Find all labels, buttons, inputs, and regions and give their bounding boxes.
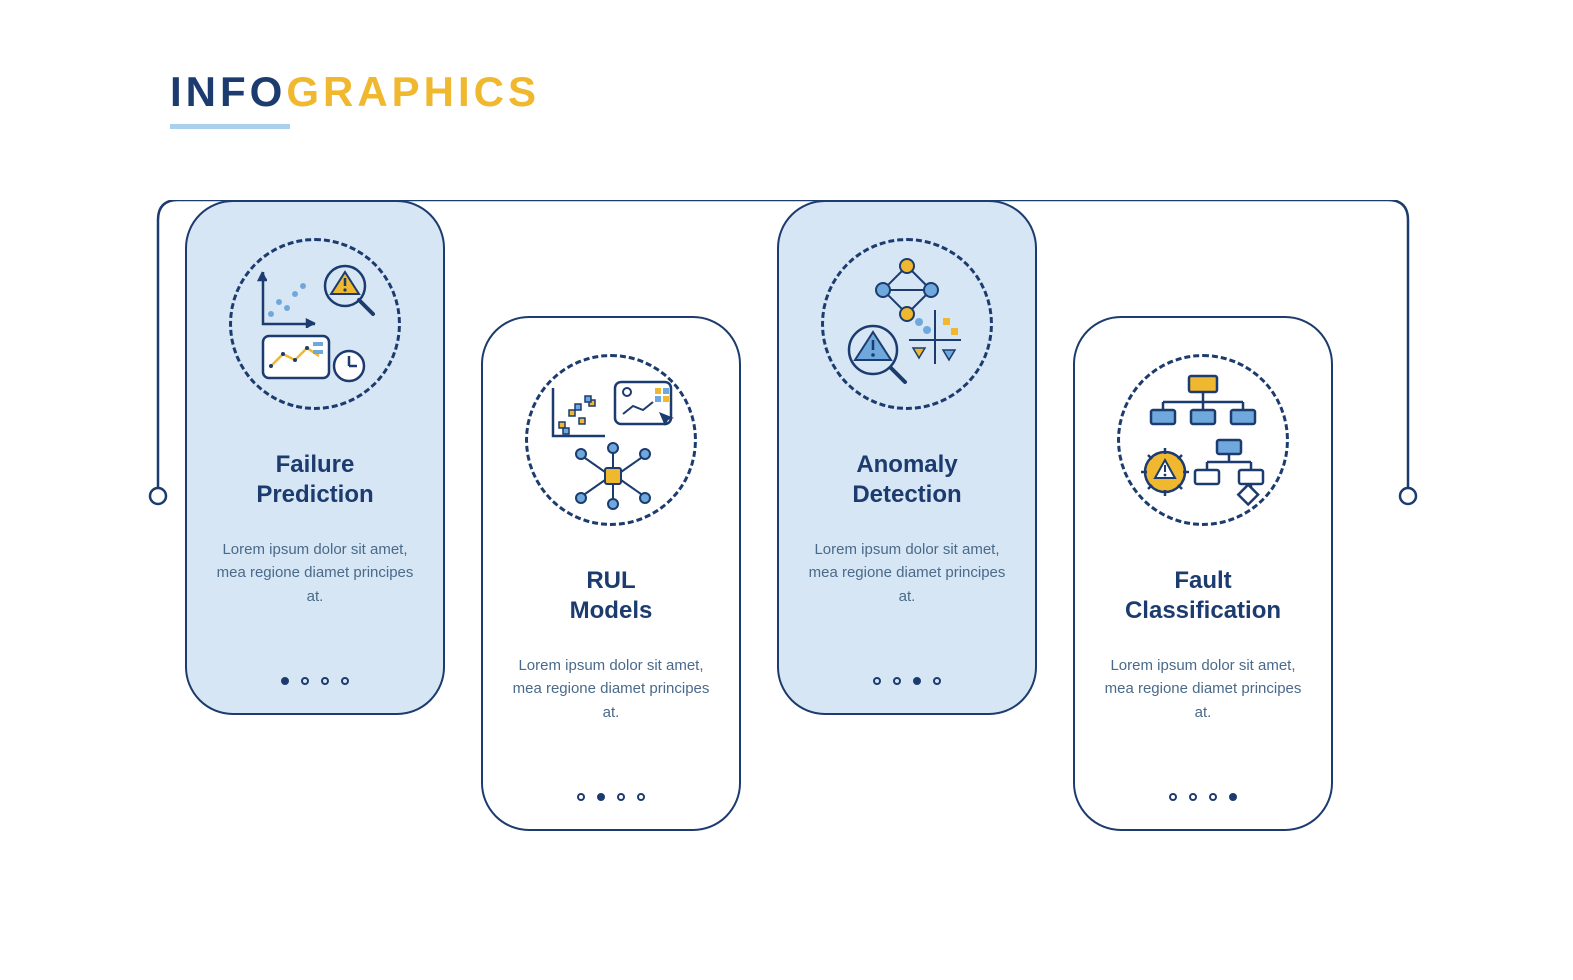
title-underline [170, 124, 290, 129]
dot [1189, 793, 1197, 801]
dot [617, 793, 625, 801]
card-title: FailurePrediction [256, 450, 373, 510]
progress-dots [281, 653, 349, 685]
dot [1169, 793, 1177, 801]
card-title: RULModels [570, 566, 653, 626]
anomaly-detection-icon [837, 254, 977, 394]
progress-dots [873, 653, 941, 685]
title-part-2: GRAPHICS [286, 68, 540, 115]
rul-models-icon [541, 370, 681, 510]
title-part-1: INFO [170, 68, 286, 115]
dot [577, 793, 585, 801]
progress-dots [1169, 769, 1237, 801]
dot [873, 677, 881, 685]
fault-classification-icon [1133, 370, 1273, 510]
dot [597, 793, 605, 801]
dot [913, 677, 921, 685]
dot [301, 677, 309, 685]
icon-ring [821, 238, 993, 410]
page-title: INFOGRAPHICS [170, 68, 540, 116]
dot [893, 677, 901, 685]
card-body: Lorem ipsum dolor sit amet, mea regione … [802, 538, 1012, 608]
card-body: Lorem ipsum dolor sit amet, mea regione … [506, 654, 716, 724]
icon-ring [1117, 354, 1289, 526]
icon-ring [229, 238, 401, 410]
card-row: FailurePrediction Lorem ipsum dolor sit … [185, 200, 1333, 831]
dot [1229, 793, 1237, 801]
card-title: AnomalyDetection [852, 450, 961, 510]
card-failure-prediction: FailurePrediction Lorem ipsum dolor sit … [185, 200, 445, 715]
dot [933, 677, 941, 685]
icon-ring [525, 354, 697, 526]
dot [637, 793, 645, 801]
card-fault-classification: FaultClassification Lorem ipsum dolor si… [1073, 316, 1333, 831]
card-anomaly-detection: AnomalyDetection Lorem ipsum dolor sit a… [777, 200, 1037, 715]
dot [281, 677, 289, 685]
card-title: FaultClassification [1125, 566, 1281, 626]
dot [341, 677, 349, 685]
infographic-stage: FailurePrediction Lorem ipsum dolor sit … [140, 200, 1440, 880]
dot [321, 677, 329, 685]
card-body: Lorem ipsum dolor sit amet, mea regione … [1098, 654, 1308, 724]
dot [1209, 793, 1217, 801]
card-rul-models: RULModels Lorem ipsum dolor sit amet, me… [481, 316, 741, 831]
card-body: Lorem ipsum dolor sit amet, mea regione … [210, 538, 420, 608]
header: INFOGRAPHICS [170, 68, 540, 129]
failure-prediction-icon [245, 254, 385, 394]
progress-dots [577, 769, 645, 801]
